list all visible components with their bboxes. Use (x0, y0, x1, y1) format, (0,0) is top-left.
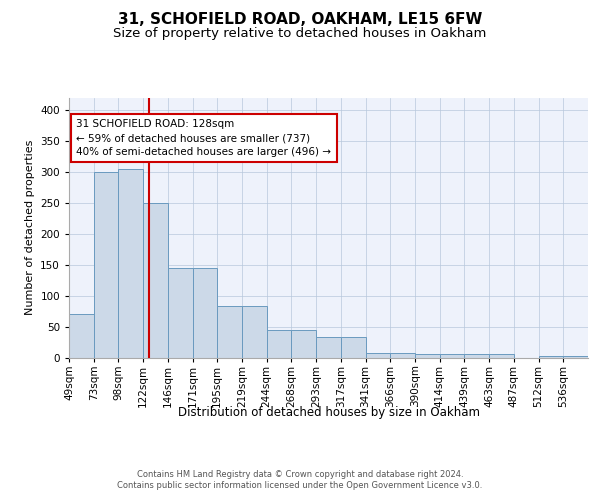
Bar (341, 337, 365, 357)
Bar (69, 314, 94, 358)
Text: Size of property relative to detached houses in Oakham: Size of property relative to detached ho… (113, 28, 487, 40)
Text: Distribution of detached houses by size in Oakham: Distribution of detached houses by size … (178, 406, 480, 419)
Text: 31, SCHOFIELD ROAD, OAKHAM, LE15 6FW: 31, SCHOFIELD ROAD, OAKHAM, LE15 6FW (118, 12, 482, 28)
Bar (539, 356, 563, 358)
Bar (415, 354, 440, 358)
Bar (143, 202, 168, 358)
Bar (118, 168, 143, 358)
Bar (217, 306, 242, 358)
Bar (316, 337, 341, 357)
Text: 31 SCHOFIELD ROAD: 128sqm
← 59% of detached houses are smaller (737)
40% of semi: 31 SCHOFIELD ROAD: 128sqm ← 59% of detac… (76, 119, 331, 157)
Bar (193, 268, 217, 358)
Bar (168, 268, 193, 358)
Text: Contains HM Land Registry data © Crown copyright and database right 2024.
Contai: Contains HM Land Registry data © Crown c… (118, 470, 482, 490)
Bar (242, 306, 267, 358)
Bar (464, 354, 489, 358)
Bar (390, 352, 415, 358)
Bar (267, 330, 292, 357)
Bar (440, 354, 464, 358)
Bar (365, 352, 390, 358)
Bar (563, 356, 588, 358)
Bar (489, 354, 514, 358)
Bar (292, 330, 316, 357)
Bar (94, 172, 118, 358)
Y-axis label: Number of detached properties: Number of detached properties (25, 140, 35, 315)
